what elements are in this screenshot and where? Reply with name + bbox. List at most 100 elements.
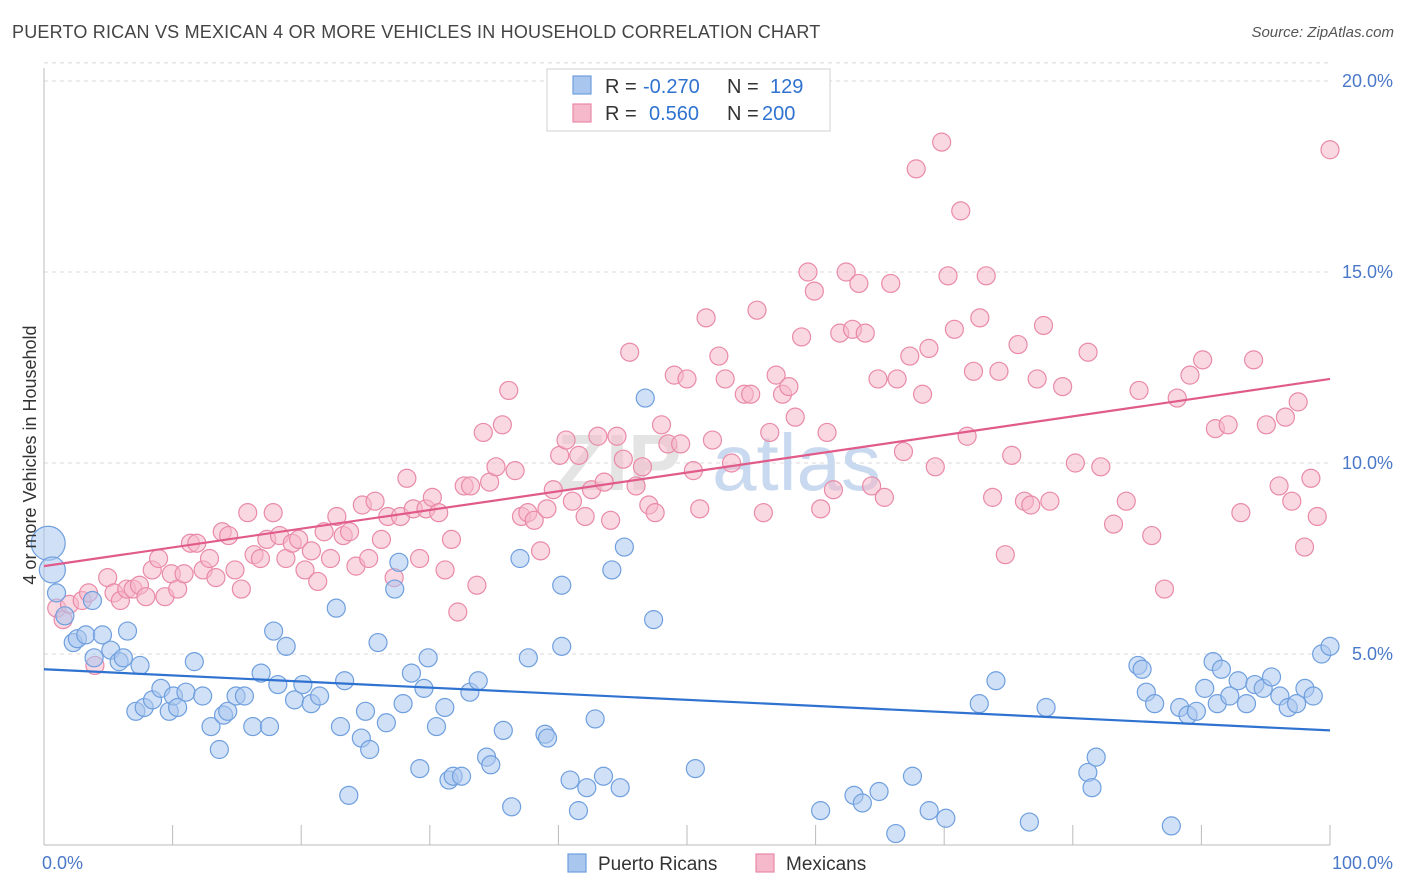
mexicans-point-158 [1103,514,1124,534]
mexicans-point-63 [460,476,481,496]
mexicans-point-131 [900,346,920,366]
puerto-ricans-point-77 [585,709,605,729]
series-legend: Puerto Ricans Mexicans [567,853,866,875]
mexicans-point-132 [906,159,926,179]
puerto-ricans-trend-line [43,668,1331,732]
mexicans-point-113 [785,407,805,427]
legend-n-label-pink: N = [727,103,759,125]
mexicans-point-96 [671,434,691,454]
mexicans-point-168 [1231,503,1251,523]
puerto-ricans-point-98 [1086,747,1106,767]
puerto-ricans-point-31 [243,716,263,737]
puerto-ricans-point-101 [1132,659,1152,679]
mexicans-point-176 [1301,468,1321,488]
puerto-ricans-point-83 [643,610,664,630]
puerto-ricans-point-25 [201,716,221,737]
mexicans-point-26 [225,560,245,580]
mexicans-point-142 [970,308,990,328]
mexicans-point-129 [887,369,907,389]
mexicans-point-18 [174,564,194,584]
mexicans-point-80 [569,445,589,465]
mexicans-point-42 [327,506,347,527]
bottom-legend-label-blue: Puerto Ricans [598,854,717,875]
puerto-ricans-point-32 [251,663,271,683]
legend-r-value-blue: -0.270 [643,76,700,98]
puerto-ricans-point-21 [168,697,188,718]
puerto-ricans-point-57 [426,716,447,737]
puerto-ricans-point-1 [38,556,66,584]
x-tick-label-1: 100.0% [1332,853,1393,873]
mexicans-point-103 [715,369,735,389]
mexicans-point-48 [365,491,385,511]
mexicans-point-167 [1218,415,1238,435]
puerto-ricans-points [30,388,1340,844]
mexicans-point-37 [295,560,315,580]
y-axis-title: 4 or more Vehicles in Household [20,325,40,584]
puerto-ricans-point-33 [259,716,280,737]
mexicans-point-78 [556,430,576,450]
mexicans-point-58 [429,503,449,523]
puerto-ricans-point-2 [46,583,67,603]
puerto-ricans-point-67 [502,797,522,817]
mexicans-point-83 [588,426,608,446]
mexicans-point-14 [148,548,169,569]
mexicans-point-173 [1282,491,1302,511]
mexicans-point-30 [250,548,271,569]
mexicans-point-124 [855,323,875,343]
puerto-ricans-point-90 [902,766,923,786]
mexicans-point-161 [1142,525,1162,546]
mexicans-point-128 [881,273,901,294]
puerto-ricans-point-36 [276,636,296,656]
mexicans-point-75 [537,499,557,519]
puerto-ricans-point-41 [326,598,346,618]
mexicans-point-139 [951,201,971,221]
puerto-ricans-point-49 [376,713,396,733]
puerto-ricans-point-68 [510,548,530,569]
puerto-ricans-point-69 [518,648,538,668]
puerto-ricans-point-81 [614,537,634,557]
mexicans-point-106 [741,384,761,404]
puerto-ricans-point-53 [401,663,422,683]
mexicans-point-170 [1256,415,1276,435]
puerto-ricans-point-46 [355,701,376,721]
mexicans-point-169 [1244,350,1264,370]
mexicans-point-64 [467,575,487,595]
puerto-ricans-point-92 [936,808,956,828]
mexicans-point-150 [1021,495,1041,515]
mexicans-point-162 [1154,579,1175,599]
legend-swatch-pink [572,103,592,123]
mexicans-point-123 [849,273,869,294]
mexicans-point-102 [709,346,729,366]
puerto-ricans-point-94 [986,671,1006,691]
puerto-ricans-point-44 [339,785,359,805]
mexicans-point-134 [919,338,939,358]
puerto-ricans-point-6 [76,625,96,645]
mexicans-point-67 [486,457,506,477]
mexicans-point-93 [651,415,672,435]
puerto-ricans-point-43 [335,671,355,691]
puerto-ricans-point-75 [568,801,589,821]
mexicans-point-133 [912,384,933,404]
mexicans-point-114 [791,327,812,347]
mexicans-point-90 [632,457,653,477]
puerto-ricans-point-113 [1228,671,1248,691]
mexicans-point-152 [1033,315,1054,336]
puerto-ricans-point-72 [552,575,572,595]
puerto-ricans-point-52 [393,694,413,714]
puerto-ricans-point-51 [389,552,409,572]
mexicans-point-40 [314,522,334,542]
mexicans-point-119 [823,480,844,500]
mexicans-point-136 [932,132,952,152]
legend-n-label-blue: N = [727,76,759,98]
puerto-ricans-point-38 [293,674,313,695]
puerto-ricans-point-9 [82,590,103,611]
puerto-ricans-point-34 [264,621,284,641]
puerto-ricans-point-24 [193,686,213,706]
puerto-ricans-point-122 [1303,686,1323,706]
axes [43,68,1331,846]
puerto-ricans-point-117 [1261,667,1282,687]
mexicans-point-126 [868,369,888,389]
puerto-ricans-point-80 [610,778,630,798]
mexicans-point-25 [219,525,239,546]
mexicans-point-116 [804,281,824,301]
